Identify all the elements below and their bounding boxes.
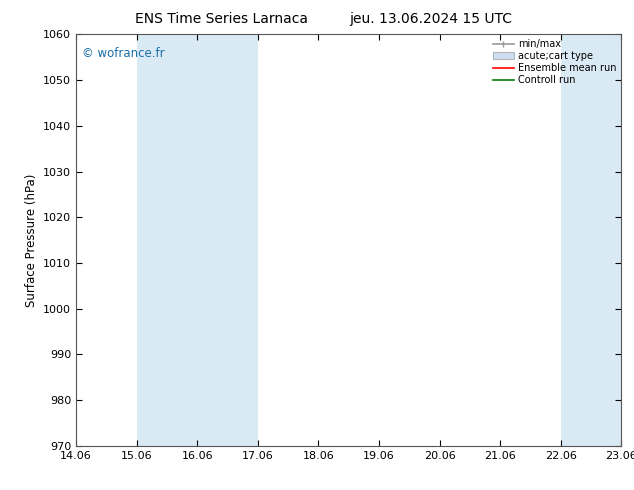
Text: jeu. 13.06.2024 15 UTC: jeu. 13.06.2024 15 UTC bbox=[349, 12, 513, 26]
Legend: min/max, acute;cart type, Ensemble mean run, Controll run: min/max, acute;cart type, Ensemble mean … bbox=[491, 37, 618, 87]
Bar bbox=[137, 34, 258, 446]
Text: ENS Time Series Larnaca: ENS Time Series Larnaca bbox=[136, 12, 308, 26]
Y-axis label: Surface Pressure (hPa): Surface Pressure (hPa) bbox=[25, 173, 37, 307]
Bar bbox=[560, 34, 634, 446]
Text: © wofrance.fr: © wofrance.fr bbox=[82, 47, 164, 60]
